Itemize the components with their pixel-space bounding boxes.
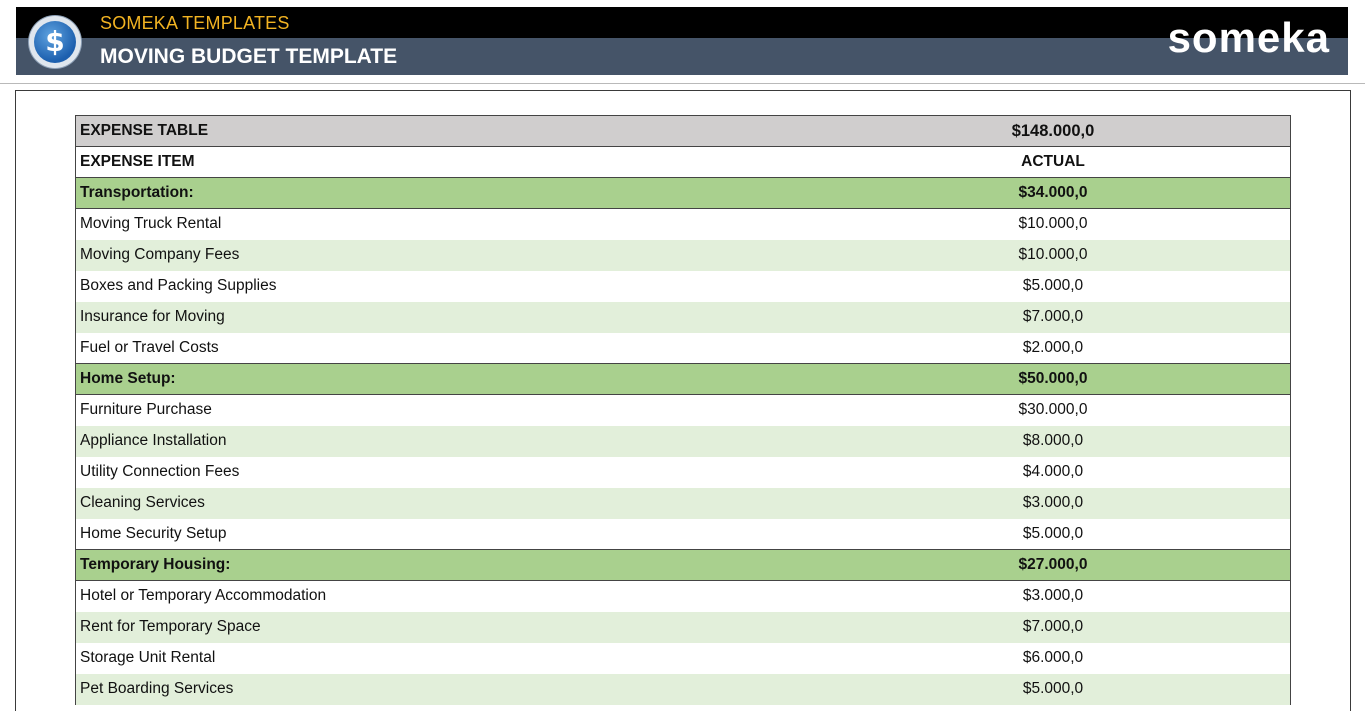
expense-item-actual[interactable]: $6.000,0 <box>955 642 1151 674</box>
empty-cell[interactable] <box>1150 332 1291 364</box>
divider <box>0 83 1365 84</box>
page-title[interactable]: MOVING BUDGET TEMPLATE <box>100 45 398 68</box>
empty-cell[interactable] <box>1150 301 1291 333</box>
header-top-strip <box>16 7 1348 38</box>
category-total[interactable]: $27.000,0 <box>955 549 1151 581</box>
empty-cell[interactable] <box>1150 611 1291 643</box>
expense-item-actual[interactable]: $4.000,0 <box>955 456 1151 488</box>
expense-table-title[interactable]: EXPENSE TABLE <box>75 115 956 147</box>
expense-row: Home Security Setup $5.000,0 <box>75 518 1291 550</box>
empty-cell[interactable] <box>1150 270 1291 302</box>
empty-cell[interactable] <box>1150 642 1291 674</box>
category-name[interactable]: Home Setup: <box>75 363 956 395</box>
empty-cell[interactable] <box>1150 239 1291 271</box>
category-row: Transportation: $34.000,0 <box>75 177 1291 209</box>
expense-row: Boxes and Packing Supplies $5.000,0 <box>75 270 1291 302</box>
expense-item-label[interactable]: Hotel or Temporary Accommodation <box>75 580 956 612</box>
expense-item-label[interactable]: Fuel or Travel Costs <box>75 332 956 364</box>
expense-item-actual[interactable]: $30.000,0 <box>955 394 1151 426</box>
expense-item-actual[interactable]: $5.000,0 <box>955 518 1151 550</box>
expense-item-label[interactable]: Appliance Installation <box>75 425 956 457</box>
expense-item-actual[interactable]: $5.000,0 <box>955 270 1151 302</box>
expense-row: Moving Company Fees $10.000,0 <box>75 239 1291 271</box>
column-header-expense-item[interactable]: EXPENSE ITEM <box>75 146 956 178</box>
expense-item-actual[interactable]: $5.000,0 <box>955 673 1151 705</box>
expense-item-label[interactable]: Insurance for Moving <box>75 301 956 333</box>
expense-row: Cleaning Services $3.000,0 <box>75 487 1291 519</box>
empty-cell[interactable] <box>1150 518 1291 550</box>
expense-row: Furniture Purchase $30.000,0 <box>75 394 1291 426</box>
expense-table: EXPENSE TABLE $148.000,0 EXPENSE ITEM AC… <box>75 115 1291 705</box>
expense-item-actual[interactable]: $3.000,0 <box>955 487 1151 519</box>
expense-row: Hotel or Temporary Accommodation $3.000,0 <box>75 580 1291 612</box>
expense-row: Utility Connection Fees $4.000,0 <box>75 456 1291 488</box>
expense-row: Insurance for Moving $7.000,0 <box>75 301 1291 333</box>
expense-row: Storage Unit Rental $6.000,0 <box>75 642 1291 674</box>
expense-item-label[interactable]: Home Security Setup <box>75 518 956 550</box>
someka-logo[interactable]: someka <box>1167 14 1330 61</box>
expense-item-label[interactable]: Utility Connection Fees <box>75 456 956 488</box>
empty-cell[interactable] <box>1150 580 1291 612</box>
expense-row: Rent for Temporary Space $7.000,0 <box>75 611 1291 643</box>
empty-cell[interactable] <box>1150 456 1291 488</box>
category-total[interactable]: $34.000,0 <box>955 177 1151 209</box>
category-row: Home Setup: $50.000,0 <box>75 363 1291 395</box>
expense-item-actual[interactable]: $8.000,0 <box>955 425 1151 457</box>
empty-cell[interactable] <box>1150 115 1291 147</box>
expense-item-actual[interactable]: $7.000,0 <box>955 611 1151 643</box>
column-header-row: EXPENSE ITEM ACTUAL <box>75 146 1291 178</box>
column-header-actual[interactable]: ACTUAL <box>955 146 1151 178</box>
expense-table-title-row: EXPENSE TABLE $148.000,0 <box>75 115 1291 147</box>
expense-item-label[interactable]: Storage Unit Rental <box>75 642 956 674</box>
expense-item-label[interactable]: Moving Company Fees <box>75 239 956 271</box>
dollar-symbol: $ <box>34 21 76 63</box>
expense-item-label[interactable]: Rent for Temporary Space <box>75 611 956 643</box>
category-name[interactable]: Transportation: <box>75 177 956 209</box>
empty-cell[interactable] <box>1150 208 1291 240</box>
expense-item-label[interactable]: Pet Boarding Services <box>75 673 956 705</box>
empty-cell[interactable] <box>1150 146 1291 178</box>
expense-row: Moving Truck Rental $10.000,0 <box>75 208 1291 240</box>
spreadsheet-area: EXPENSE TABLE $148.000,0 EXPENSE ITEM AC… <box>15 90 1351 711</box>
expense-item-actual[interactable]: $7.000,0 <box>955 301 1151 333</box>
expense-row: Appliance Installation $8.000,0 <box>75 425 1291 457</box>
empty-cell[interactable] <box>1150 673 1291 705</box>
category-total[interactable]: $50.000,0 <box>955 363 1151 395</box>
expense-table-body: EXPENSE TABLE $148.000,0 EXPENSE ITEM AC… <box>75 115 1291 705</box>
expense-item-actual[interactable]: $2.000,0 <box>955 332 1151 364</box>
empty-cell[interactable] <box>1150 487 1291 519</box>
expense-item-actual[interactable]: $10.000,0 <box>955 208 1151 240</box>
empty-cell[interactable] <box>1150 177 1291 209</box>
expense-item-actual[interactable]: $10.000,0 <box>955 239 1151 271</box>
empty-cell[interactable] <box>1150 363 1291 395</box>
empty-cell[interactable] <box>1150 549 1291 581</box>
expense-row: Fuel or Travel Costs $2.000,0 <box>75 332 1291 364</box>
empty-cell[interactable] <box>1150 425 1291 457</box>
expense-item-label[interactable]: Cleaning Services <box>75 487 956 519</box>
dollar-coin-icon: $ <box>29 16 81 68</box>
header-banner: $ SOMEKA TEMPLATES MOVING BUDGET TEMPLAT… <box>16 7 1348 75</box>
expense-item-label[interactable]: Moving Truck Rental <box>75 208 956 240</box>
expense-row: Pet Boarding Services $5.000,0 <box>75 673 1291 705</box>
empty-cell[interactable] <box>1150 394 1291 426</box>
templates-label: SOMEKA TEMPLATES <box>100 13 290 33</box>
expense-table-total[interactable]: $148.000,0 <box>955 115 1151 147</box>
expense-item-actual[interactable]: $3.000,0 <box>955 580 1151 612</box>
category-row: Temporary Housing: $27.000,0 <box>75 549 1291 581</box>
expense-item-label[interactable]: Furniture Purchase <box>75 394 956 426</box>
expense-item-label[interactable]: Boxes and Packing Supplies <box>75 270 956 302</box>
category-name[interactable]: Temporary Housing: <box>75 549 956 581</box>
